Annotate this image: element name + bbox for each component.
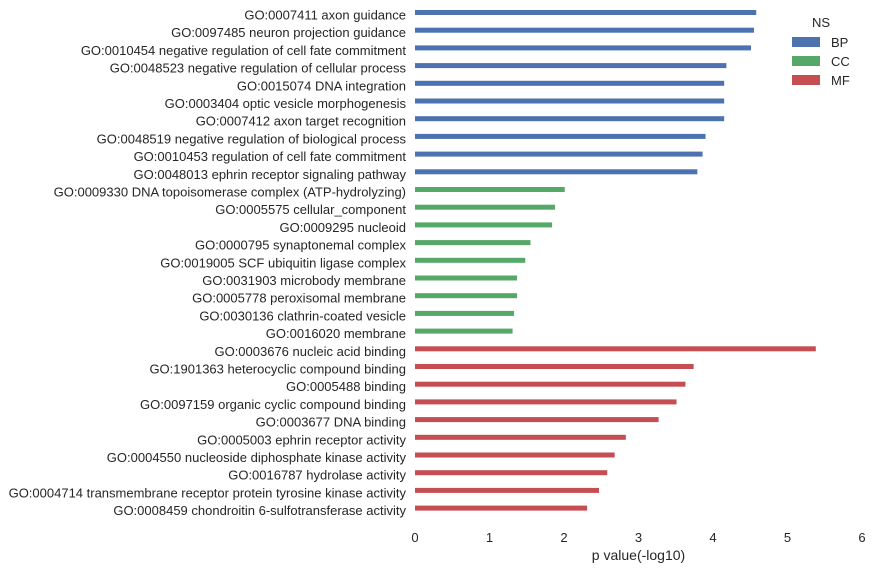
category-label: GO:0003676 nucleic acid binding: [214, 344, 406, 359]
x-tick-label: 4: [709, 530, 716, 545]
category-label: GO:0097159 organic cyclic compound bindi…: [140, 397, 406, 412]
category-label: GO:0048523 negative regulation of cellul…: [110, 61, 407, 76]
x-tick-label: 3: [635, 530, 642, 545]
category-label: GO:0004550 nucleoside diphosphate kinase…: [107, 450, 407, 465]
bar-bp: [415, 10, 757, 15]
bar-mf: [415, 346, 816, 352]
bar-mf: [415, 452, 615, 458]
legend: NS BP CC MF: [792, 15, 850, 88]
bar-cc: [415, 275, 518, 281]
category-label: GO:0019005 SCF ubiquitin ligase complex: [160, 255, 406, 270]
bar-mf: [415, 470, 608, 476]
category-label: GO:0010454 negative regulation of cell f…: [81, 43, 407, 58]
category-label: GO:0005488 binding: [286, 379, 406, 394]
bar-mf: [415, 364, 694, 369]
legend-label-mf: MF: [831, 73, 850, 88]
legend-entries: BP CC MF: [792, 35, 850, 88]
category-label: GO:0015074 DNA integration: [237, 78, 406, 93]
x-tick-label: 1: [486, 530, 493, 545]
bar-bp: [415, 27, 754, 33]
bar-mf: [415, 381, 686, 387]
category-label: GO:0003677 DNA binding: [256, 415, 406, 430]
bar-mf: [415, 505, 588, 511]
bar-bp: [415, 116, 725, 122]
bar-cc: [415, 328, 513, 334]
bar-cc: [415, 222, 553, 228]
bar-cc: [415, 204, 556, 210]
legend-swatch-bp: [792, 37, 820, 47]
bar-bp: [415, 80, 725, 86]
x-tick-label: 2: [560, 530, 567, 545]
bar-cc: [415, 187, 565, 192]
bar-cc: [415, 257, 526, 263]
category-label: GO:0048013 ephrin receptor signaling pat…: [134, 167, 407, 182]
category-label: GO:0007411 axon guidance: [244, 8, 406, 23]
x-tick-label: 6: [858, 530, 865, 545]
bar-bp: [415, 151, 703, 157]
category-label: GO:0016787 hydrolase activity: [228, 468, 406, 483]
bars-layer: [415, 10, 816, 511]
category-label: GO:0048519 negative regulation of biolog…: [97, 131, 407, 146]
x-axis: 0 1 2 3 4 5 6: [411, 530, 865, 545]
legend-swatch-cc: [792, 56, 820, 66]
legend-swatch-mf: [792, 75, 820, 85]
category-label: GO:1901363 heterocyclic compound binding: [149, 362, 406, 377]
bar-mf: [415, 487, 600, 493]
category-label: GO:0030136 clathrin-coated vesicle: [199, 308, 406, 323]
category-label: GO:0005003 ephrin receptor activity: [197, 432, 406, 447]
bar-bp: [415, 98, 725, 104]
bar-mf: [415, 417, 659, 423]
bar-cc: [415, 293, 518, 299]
category-label: GO:0031903 microbody membrane: [202, 273, 406, 288]
category-label: GO:0009330 DNA topoisomerase complex (AT…: [54, 185, 406, 200]
legend-label-bp: BP: [831, 35, 848, 50]
x-axis-title: p value(-log10): [592, 547, 685, 563]
category-label: GO:0004714 transmembrane receptor protei…: [9, 485, 407, 500]
category-label: GO:0016020 membrane: [266, 326, 406, 341]
bar-bp: [415, 45, 751, 51]
category-label: GO:0008459 chondroitin 6-sulfotransferas…: [113, 503, 406, 518]
x-tick-label: 5: [784, 530, 791, 545]
category-label: GO:0009295 nucleoid: [280, 220, 406, 235]
category-label: GO:0007412 axon target recognition: [196, 114, 406, 129]
category-label: GO:0000795 synaptonemal complex: [195, 238, 407, 253]
bar-bp: [415, 133, 706, 139]
bar-cc: [415, 310, 515, 316]
category-label: GO:0010453 regulation of cell fate commi…: [134, 149, 407, 164]
x-tick-label: 0: [411, 530, 418, 545]
legend-title: NS: [812, 15, 830, 30]
category-label: GO:0097485 neuron projection guidance: [171, 25, 406, 40]
bar-bp: [415, 63, 727, 69]
category-labels: GO:0007411 axon guidance GO:0097485 neuro…: [9, 8, 407, 519]
category-label: GO:0005778 peroxisomal membrane: [192, 291, 406, 306]
legend-label-cc: CC: [831, 54, 850, 69]
bar-bp: [415, 169, 698, 175]
bar-mf: [415, 434, 626, 440]
category-label: GO:0003404 optic vesicle morphogenesis: [165, 96, 407, 111]
bar-mf: [415, 399, 677, 405]
category-label: GO:0005575 cellular_component: [215, 202, 406, 217]
bar-cc: [415, 240, 531, 246]
